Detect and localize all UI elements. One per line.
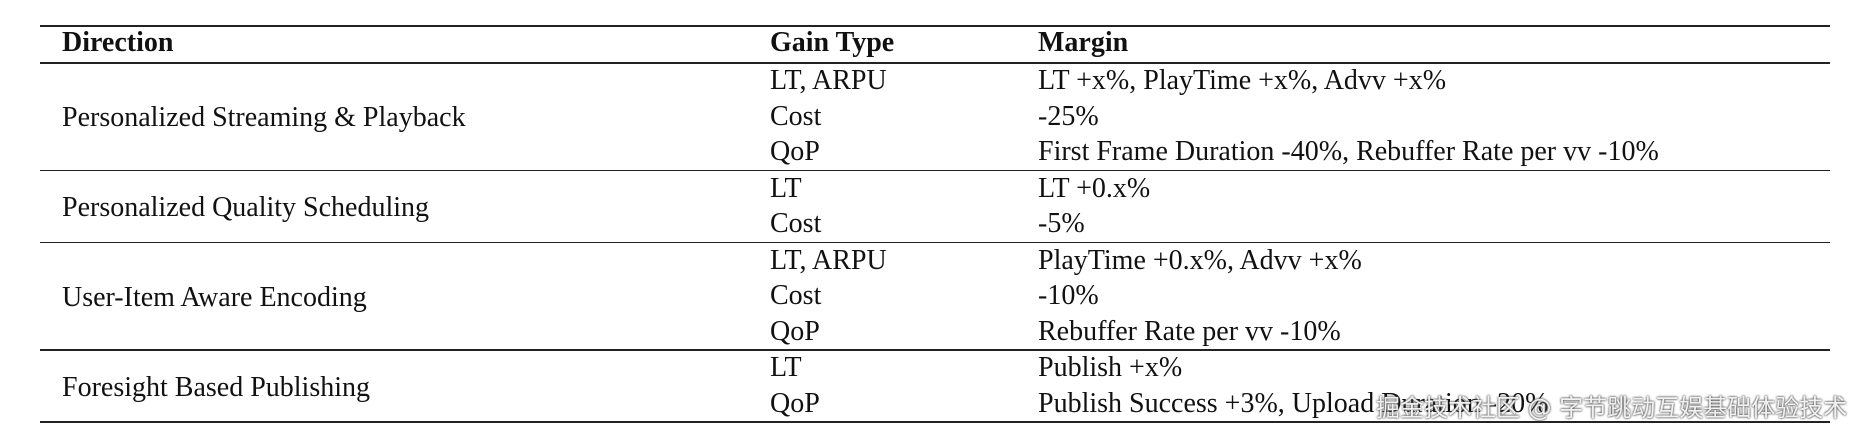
direction: Foresight Based Publishing [62,371,371,403]
direction: Personalized Quality Scheduling [62,192,430,223]
margin: LT +0.x% [1038,172,1151,204]
header-cell: Margin [1038,27,1129,58]
gain-type: Cost [770,208,822,239]
direction: User-Item Aware Encoding [62,281,367,313]
margin: Publish Success +3%, Upload Duration -20… [1038,387,1549,419]
gain-type: Cost [770,100,822,132]
margin: Rebuffer Rate per vv -10% [1038,315,1341,347]
gain-type: QoP [770,387,820,419]
direction: Personalized Streaming & Playback [62,102,466,134]
header-cell: Direction [62,27,174,58]
gain-type: LT, ARPU [770,244,887,276]
group-rule [40,241,1830,243]
gain-type: LT, ARPU [770,65,887,96]
margin: PlayTime +0.x%, Advv +x% [1038,244,1362,276]
group-rule [40,169,1830,171]
gain-type: Cost [770,280,822,311]
margin: -25% [1038,100,1099,132]
margin: LT +x%, PlayTime +x%, Advv +x% [1038,65,1447,96]
group-rule [40,349,1830,351]
bottom-rule [40,421,1830,423]
gain-type: LT [770,352,802,383]
top-rule [40,25,1830,27]
header-rule [40,62,1830,64]
header-cell: Gain Type [770,27,895,58]
margin: -10% [1038,280,1099,311]
margin: Publish +x% [1038,352,1183,383]
gain-type: LT [770,172,802,204]
margin: First Frame Duration -40%, Rebuffer Rate… [1038,136,1659,167]
gain-type: QoP [770,315,820,347]
watermark: 掘金技术社区 @ 字节跳动互娱基础体验技术 [1376,394,1848,422]
gain-type: QoP [770,136,820,167]
margin: -5% [1038,208,1085,239]
